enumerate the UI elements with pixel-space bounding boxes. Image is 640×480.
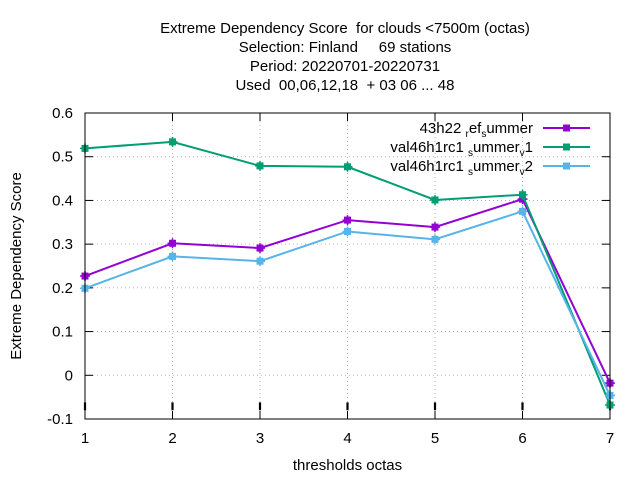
data-point-marker xyxy=(517,206,528,217)
data-point-marker xyxy=(342,215,353,226)
y-tick-label: 0.5 xyxy=(52,149,73,166)
data-point-marker xyxy=(430,194,440,205)
x-tick-label: 2 xyxy=(168,430,176,447)
data-point-marker xyxy=(430,222,440,233)
legend-swatch-marker xyxy=(563,124,570,132)
legend-label: val46h1rc1 summerv2 xyxy=(390,158,533,178)
y-tick-label: 0 xyxy=(65,367,73,384)
data-point-marker xyxy=(167,136,178,147)
data-point-marker xyxy=(255,256,265,267)
y-tick-label: 0.4 xyxy=(52,192,73,209)
y-tick-label: 0.6 xyxy=(52,105,73,122)
legend-entry: 43h22 refsummer xyxy=(420,120,590,140)
data-point-marker xyxy=(255,243,265,254)
series-3 xyxy=(80,206,615,401)
axis-ticks: -0.1 0 0.1 0.2 0.3 0.4 0.5 0.6 1 2 3 4 5 6 7 xyxy=(47,105,614,447)
x-tick-label: 3 xyxy=(256,430,264,447)
x-tick-label: 1 xyxy=(81,430,89,447)
chart-title: Extreme Dependency Score for clouds <750… xyxy=(160,20,530,94)
data-point-marker xyxy=(167,238,178,249)
x-tick-label: 6 xyxy=(518,430,526,447)
x-axis-label: thresholds octas xyxy=(293,457,402,474)
data-point-marker xyxy=(342,161,353,172)
x-tick-label: 5 xyxy=(431,430,439,447)
data-point-marker xyxy=(517,189,528,200)
y-tick-label: 0.2 xyxy=(52,280,73,297)
plot-frame xyxy=(84,112,611,420)
legend-label: 43h22 refsummer xyxy=(420,120,533,140)
data-point-marker xyxy=(167,251,178,262)
data-point-marker xyxy=(255,160,265,171)
y-tick-label: -0.1 xyxy=(47,411,73,428)
legend-swatch-marker xyxy=(563,143,570,151)
y-tick-label: 0.1 xyxy=(52,324,73,341)
legend-label: val46h1rc1 summerv1 xyxy=(390,139,533,159)
x-tick-label: 4 xyxy=(343,430,351,447)
data-point-marker xyxy=(342,226,353,237)
title-line: Used 00,06,12,18 + 03 06 ... 48 xyxy=(236,77,455,94)
legend-entry: val46h1rc1 summerv2 xyxy=(390,158,590,178)
y-axis-label: Extreme Dependency Score xyxy=(8,172,25,360)
series-line xyxy=(84,210,611,396)
data-point-marker xyxy=(430,234,440,245)
legend-entry: val46h1rc1 summerv1 xyxy=(390,139,590,159)
title-line: Period: 20220701-20220731 xyxy=(250,58,440,75)
error-bars xyxy=(83,402,612,411)
title-line: Extreme Dependency Score for clouds <750… xyxy=(160,20,530,37)
x-tick-label: 7 xyxy=(606,430,614,447)
y-tick-label: 0.3 xyxy=(52,236,73,253)
legend-swatch-marker xyxy=(563,162,570,170)
title-line: Selection: Finland 69 stations xyxy=(239,39,452,56)
